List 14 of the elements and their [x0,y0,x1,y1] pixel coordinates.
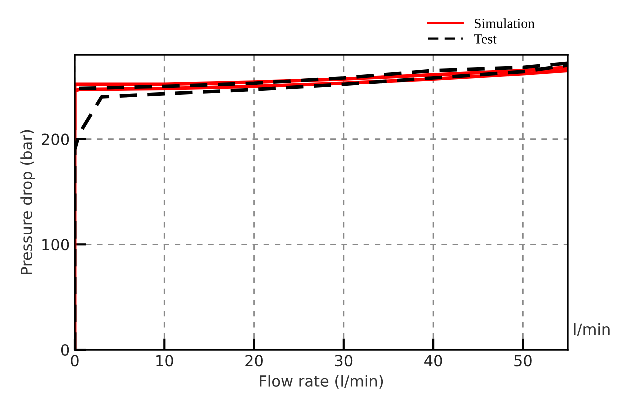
x-tick-label: 50 [514,355,532,367]
y-tick-label: 0 [61,344,70,356]
x-tick-label: 0 [71,355,79,367]
text: l/min [574,323,610,336]
y-axis-title: Pressure drop (bar) [20,130,36,274]
legend-label: Simulation [474,18,535,28]
y-tick-label: 200 [42,134,70,146]
x-tick-label: 30 [335,355,353,367]
x-axis-title: Flow rate (l/min) [260,375,384,389]
legend-label: Test [474,34,497,44]
x-tick-label: 20 [246,355,263,367]
y-tick-label: 100 [42,239,70,251]
x-tick-label: 10 [156,355,174,367]
x-tick-label: 40 [424,355,442,367]
